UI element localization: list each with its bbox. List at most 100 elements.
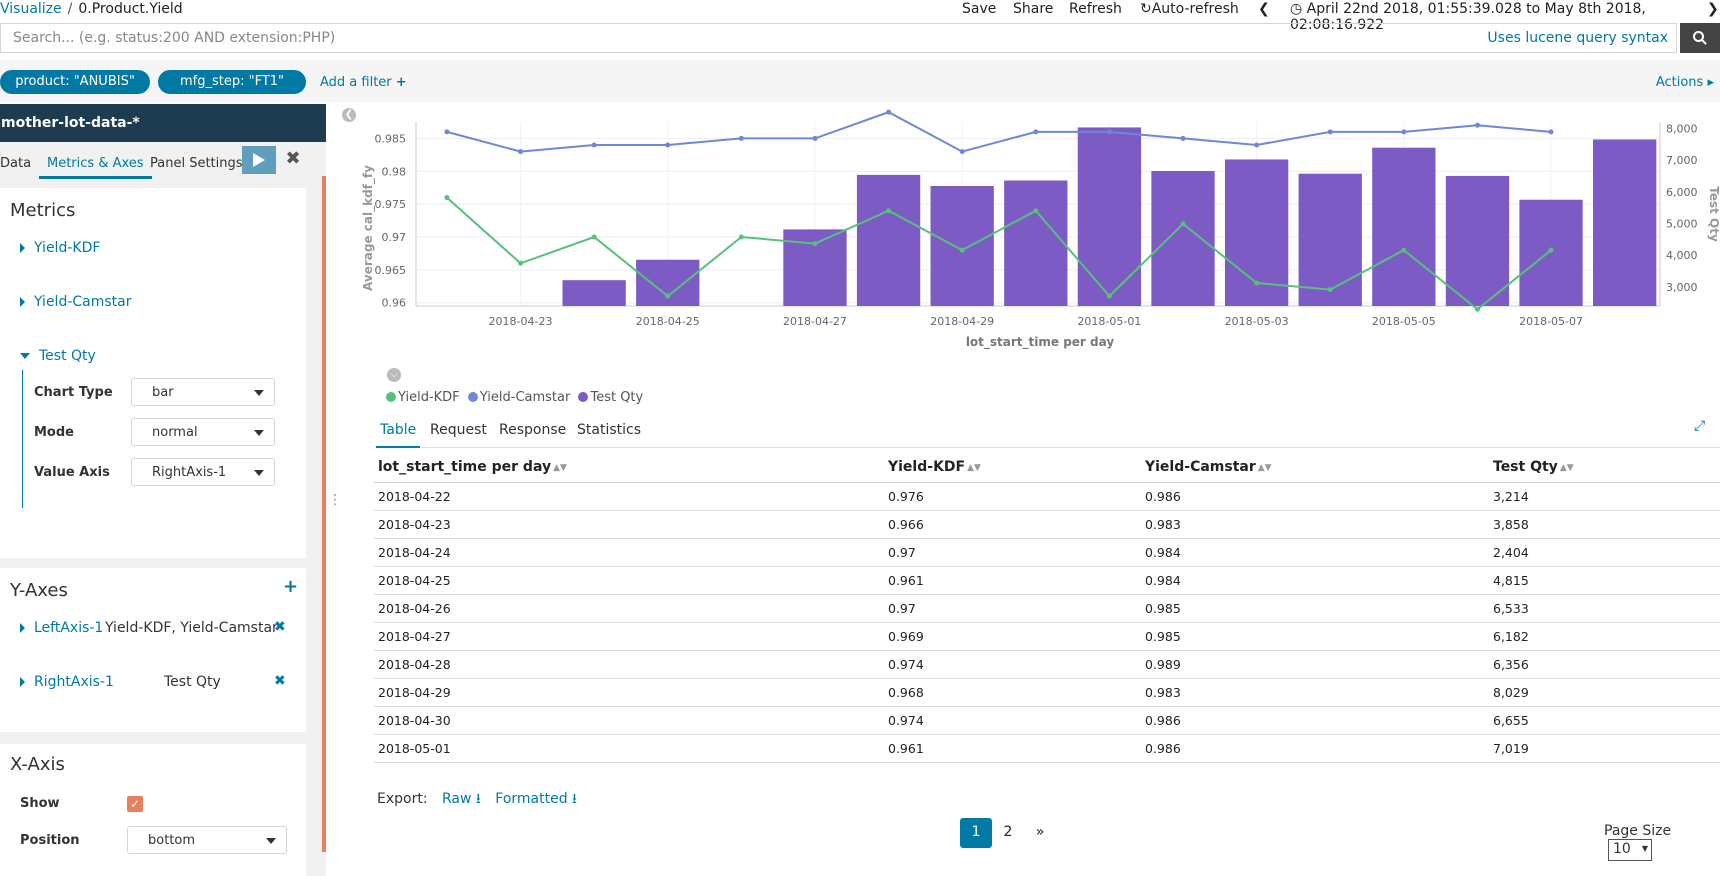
show-checkbox[interactable]: ✓ (127, 796, 143, 812)
y-axis-left-desc: Yield-KDF, Yield-Camstar (105, 620, 278, 636)
page-size-select[interactable]: 10 ▼ (1608, 839, 1652, 861)
table-cell: 6,182 (1489, 622, 1720, 651)
column-header-yield-camstar[interactable]: Yield-Camstar ▲▼ (1141, 452, 1489, 483)
chevron-down-icon (254, 470, 264, 476)
tab-statistics[interactable]: Statistics (577, 422, 641, 438)
tab-panel-settings[interactable]: Panel Settings (150, 156, 243, 171)
table-cell: 6,655 (1489, 706, 1720, 735)
y2-tick-label: 3,000 (1666, 281, 1698, 294)
search-input[interactable]: Search... (e.g. status:200 AND extension… (0, 23, 1677, 53)
tab-data[interactable]: Data (0, 156, 32, 171)
table-cell: 2,404 (1489, 538, 1720, 567)
point-yield-camstar (1254, 142, 1260, 148)
expand-icon[interactable]: ⤢ (1694, 418, 1706, 434)
apply-button[interactable] (242, 146, 276, 174)
y-axis-right-desc: Test Qty (164, 674, 221, 690)
filter-pill-product[interactable]: product: "ANUBIS" (0, 70, 150, 94)
legend-item-yield-camstar[interactable]: Yield-Camstar (467, 390, 570, 405)
breadcrumb-visualize-link[interactable]: Visualize (0, 1, 62, 17)
export-bar: Export: Raw ⭳ Formatted ⭳ (377, 788, 577, 812)
y-axis-right[interactable]: RightAxis-1 (20, 674, 114, 690)
point-yield-kdf (518, 260, 524, 266)
play-icon (253, 153, 265, 167)
bar-test-qty (1519, 199, 1583, 306)
table-cell: 2018-04-22 (374, 482, 884, 511)
table-cell: 0.986 (1141, 734, 1489, 763)
value-axis-select[interactable]: RightAxis-1 (131, 458, 275, 486)
search-button[interactable] (1680, 23, 1720, 53)
position-select[interactable]: bottom (127, 826, 287, 854)
tab-metrics-axes[interactable]: Metrics & Axes (39, 156, 152, 179)
legend-item-test-qty[interactable]: Test Qty (578, 390, 643, 405)
actions-button[interactable]: Actions ▸ (1656, 75, 1714, 90)
point-yield-kdf (1033, 208, 1039, 214)
table-cell: 0.97 (884, 538, 1141, 567)
export-raw-link[interactable]: Raw ⭳ (442, 791, 481, 807)
column-header-yield-kdf[interactable]: Yield-KDF ▲▼ (884, 452, 1141, 483)
add-axis-plus-icon[interactable]: + (283, 576, 299, 597)
point-yield-camstar (738, 135, 744, 141)
time-range-picker[interactable]: ◷ April 22nd 2018, 01:55:39.028 to May 8… (1290, 1, 1720, 33)
legend-item-yield-kdf[interactable]: Yield-KDF (386, 390, 460, 405)
chevron-down-icon (266, 838, 276, 844)
legend-dot-icon (578, 392, 589, 402)
chevron-right-icon[interactable]: ❯ (1707, 1, 1719, 17)
y-axis-left[interactable]: LeftAxis-1 (20, 620, 103, 636)
refresh-button[interactable]: Refresh (1069, 1, 1122, 17)
page-button-2[interactable]: 2 (1003, 824, 1013, 840)
x-axis-label: lot_start_time per day (966, 335, 1115, 350)
chevron-left-icon[interactable]: ❮ (1258, 1, 1270, 17)
bar-test-qty (636, 259, 700, 306)
caret-right-icon: ▸ (1707, 75, 1714, 90)
actions-label: Actions (1655, 75, 1704, 90)
metric-test-qty[interactable]: Test Qty (20, 348, 96, 364)
point-yield-kdf (1548, 247, 1554, 253)
column-header-label: Test Qty (1493, 458, 1558, 475)
mode-select[interactable]: normal (131, 418, 275, 446)
legend-toggle-icon[interactable]: ⌵ (387, 368, 401, 382)
filter-bar: product: "ANUBIS" mfg_step: "FT1" Add a … (0, 60, 1720, 102)
sidebar-resize-bar[interactable] (322, 176, 326, 852)
mode-label: Mode (34, 425, 74, 440)
collapse-sidebar-icon[interactable]: ❮ (342, 108, 356, 122)
metric-yield-kdf[interactable]: Yield-KDF (20, 240, 100, 256)
point-yield-kdf (886, 208, 892, 214)
save-button[interactable]: Save (962, 1, 997, 17)
chart-type-select[interactable]: bar (131, 378, 275, 406)
remove-right-axis-icon[interactable]: ✖ (274, 673, 286, 689)
page-size-control: Page Size 10 ▼ (1604, 823, 1720, 861)
remove-left-axis-icon[interactable]: ✖ (274, 619, 286, 635)
table-cell: 2018-04-24 (374, 538, 884, 567)
column-header-time[interactable]: lot_start_time per day ▲▼ (374, 452, 884, 483)
column-header-test-qty[interactable]: Test Qty ▲▼ (1489, 452, 1720, 483)
lucene-syntax-link[interactable]: Uses lucene query syntax (1487, 30, 1668, 46)
add-filter-button[interactable]: Add a filter + (320, 75, 407, 90)
metric-yield-camstar[interactable]: Yield-Camstar (20, 294, 132, 310)
tab-request[interactable]: Request (430, 422, 487, 438)
table-cell: 7,019 (1489, 734, 1720, 763)
y2-tick-label: 8,000 (1666, 122, 1698, 135)
table-cell: 4,815 (1489, 566, 1720, 595)
table-cell: 0.974 (884, 650, 1141, 679)
export-formatted-link[interactable]: Formatted ⭳ (495, 791, 577, 807)
tab-response[interactable]: Response (499, 422, 567, 438)
share-button[interactable]: Share (1013, 1, 1054, 17)
y-tick-label: 0.98 (382, 165, 407, 178)
next-page-button[interactable]: » (1035, 824, 1045, 840)
y-tick-label: 0.985 (375, 132, 407, 145)
caret-down-icon (20, 353, 30, 359)
table-cell: 2018-04-27 (374, 622, 884, 651)
page-button-1[interactable]: 1 (960, 818, 992, 848)
refresh-icon: ↻ (1140, 1, 1152, 17)
drag-handle-icon[interactable]: ⋮ (328, 492, 342, 508)
auto-refresh-button[interactable]: ↻Auto-refresh (1140, 1, 1239, 17)
legend-dot-icon (386, 392, 396, 402)
point-yield-kdf (1180, 221, 1186, 227)
mode-value: normal (152, 425, 198, 440)
discard-button[interactable]: ✖ (283, 148, 303, 172)
export-raw-label: Raw (442, 791, 472, 807)
table-cell: 0.983 (1141, 510, 1489, 539)
tab-table[interactable]: Table (375, 422, 421, 448)
search-icon (1693, 31, 1707, 45)
filter-pill-mfg-step[interactable]: mfg_step: "FT1" (158, 70, 306, 94)
